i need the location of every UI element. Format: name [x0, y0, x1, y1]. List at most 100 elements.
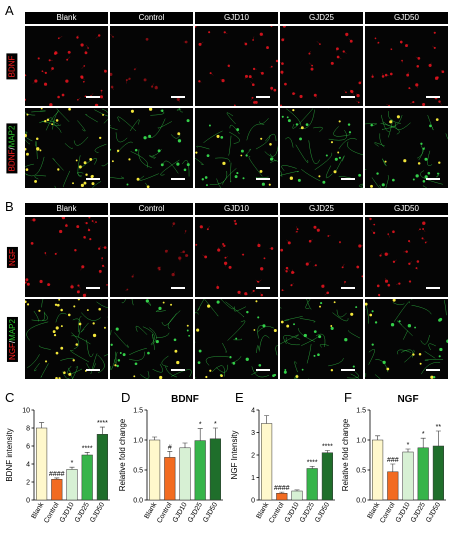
- significance-marker: *: [214, 421, 217, 428]
- significance-marker: *: [422, 431, 425, 438]
- micrograph-blank: [25, 108, 108, 188]
- scale-bar: [171, 96, 185, 98]
- bar-gjd50: [321, 452, 333, 501]
- panel-label-e: E: [235, 390, 244, 405]
- scale-bar: [341, 96, 355, 98]
- error-bar: [54, 477, 60, 480]
- significance-marker: ****: [82, 445, 93, 452]
- y-tick-label: 4: [251, 407, 255, 414]
- bar-gjd25: [194, 440, 206, 501]
- y-tick-label: 10: [22, 407, 30, 414]
- header-gjd10: GJD10: [195, 12, 278, 24]
- micrograph-gjd25: [280, 108, 363, 188]
- y-tick-label: 6: [26, 443, 30, 450]
- micrograph-gjd50: [365, 26, 448, 106]
- micrograph-gjd25: [280, 26, 363, 106]
- header-gjd50: GJD50: [365, 12, 448, 24]
- scale-bar: [341, 178, 355, 180]
- significance-marker: ###: [387, 457, 399, 464]
- header-control: Control: [110, 203, 193, 215]
- y-tick-label: 1.5: [133, 407, 143, 414]
- section-a-header: Blank Control GJD10 GJD25 GJD50: [25, 12, 448, 24]
- header-gjd25: GJD25: [280, 12, 363, 24]
- bar-gjd10: [66, 469, 78, 501]
- scale-bar: [256, 96, 270, 98]
- bar-gjd50: [209, 438, 221, 501]
- bar-gjd25: [306, 468, 318, 501]
- chart-e-ngf-intensity: NGF Intensity 0 1 2 3 4 Blank #### Control GJD10 *…: [229, 388, 339, 548]
- y-tick-label: 0.5: [133, 467, 143, 474]
- row-label-b1: NGF: [6, 246, 18, 268]
- micrograph-gjd50: [365, 299, 448, 379]
- chart-c-bdnf-intensity: BDNF intensity 0 2 4 6 8 10 Blank #### Control * GJ…: [4, 388, 114, 548]
- y-tick-label: 0.0: [133, 497, 143, 504]
- error-bar: [279, 491, 285, 494]
- panel-label-c: C: [5, 390, 15, 405]
- y-tick-label: 1.5: [356, 407, 366, 414]
- y-axis-label: Relative fold change: [341, 418, 350, 491]
- micrograph-blank: [25, 26, 108, 106]
- scale-bar: [86, 96, 100, 98]
- scale-bar: [86, 369, 100, 371]
- significance-marker: ****: [322, 444, 333, 451]
- y-tick-label: 4: [26, 461, 30, 468]
- chart-svg: BDNF intensity0246810Blank####Control*GJ…: [5, 407, 110, 525]
- micrograph-gjd10: [195, 217, 278, 297]
- panel-label-f: F: [344, 390, 352, 405]
- header-gjd50: GJD50: [365, 203, 448, 215]
- section-b-header: Blank Control GJD10 GJD25 GJD50: [25, 203, 448, 215]
- bar-gjd50: [432, 445, 444, 501]
- micrograph-blank: [25, 299, 108, 379]
- error-bar: [84, 452, 90, 455]
- chart-title: BDNF: [171, 394, 199, 405]
- bar-gjd10: [179, 447, 191, 501]
- x-tick-label: Blank: [256, 501, 271, 520]
- error-bar: [390, 463, 396, 472]
- y-tick-label: 1.0: [133, 437, 143, 444]
- y-tick-label: 2: [251, 452, 255, 459]
- significance-marker: *: [407, 442, 410, 449]
- significance-marker: **: [436, 424, 442, 431]
- scale-bar: [341, 287, 355, 289]
- micrograph-control: [110, 108, 193, 188]
- micrograph-gjd50: [365, 108, 448, 188]
- chart-svg: BDNF Relative fold change 0.0 0.5 1.0 1.5 Blan…: [118, 394, 223, 525]
- y-tick-label: 1.0: [356, 437, 366, 444]
- scale-bar: [341, 369, 355, 371]
- header-control: Control: [110, 12, 193, 24]
- y-tick-label: 2: [26, 479, 30, 486]
- x-tick-label: GJD50: [314, 501, 331, 523]
- panel-label-b: B: [5, 199, 14, 214]
- micrograph-gjd25: [280, 299, 363, 379]
- bar-blank: [261, 423, 273, 501]
- error-bar: [69, 466, 75, 470]
- error-bar: [309, 465, 315, 469]
- scale-bar: [86, 178, 100, 180]
- scale-bar: [171, 369, 185, 371]
- bar-gjd25: [417, 447, 429, 501]
- y-tick-label: 0: [251, 497, 255, 504]
- header-gjd10: GJD10: [195, 203, 278, 215]
- scale-bar: [86, 287, 100, 289]
- chart-title: NGF: [397, 394, 418, 405]
- y-tick-label: 8: [26, 425, 30, 432]
- micrograph-gjd10: [195, 26, 278, 106]
- scale-bar: [256, 369, 270, 371]
- significance-marker: *: [71, 460, 74, 467]
- y-tick-label: 0.5: [356, 467, 366, 474]
- x-tick-label: Blank: [367, 501, 382, 520]
- error-bar: [212, 427, 218, 439]
- error-bar: [420, 437, 426, 448]
- bar-control: [276, 493, 288, 501]
- row-label-b2: NGF/MAP2: [6, 316, 18, 362]
- micrograph-blank: [25, 217, 108, 297]
- bar-blank: [372, 439, 384, 501]
- y-tick-label: 1: [251, 475, 255, 482]
- error-bar: [324, 450, 330, 453]
- bar-gjd25: [81, 454, 93, 501]
- micrograph-control: [110, 299, 193, 379]
- micrograph-control: [110, 26, 193, 106]
- x-tick-label: GJD50: [89, 501, 106, 523]
- y-tick-label: 0.0: [356, 497, 366, 504]
- x-tick-label: GJD50: [202, 501, 219, 523]
